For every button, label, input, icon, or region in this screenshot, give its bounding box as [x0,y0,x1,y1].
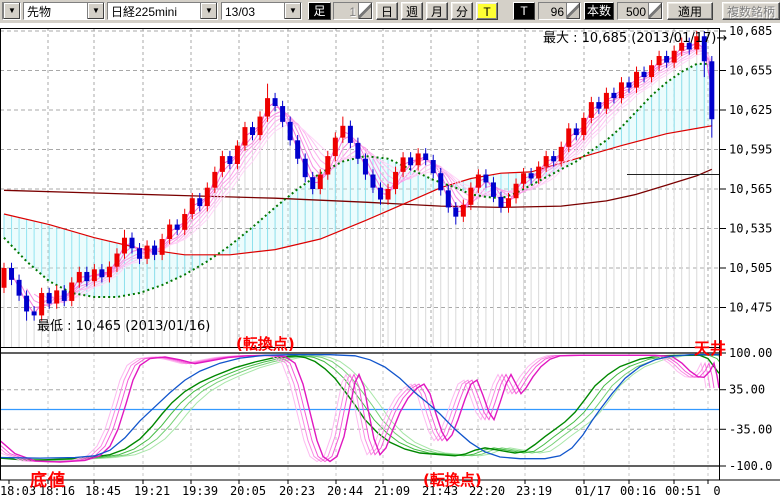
contract-value: 13/03 [225,5,256,19]
time-axis-label: 19:21 [134,484,170,498]
category-value: 先物 [27,5,52,19]
spinner-icon[interactable] [566,3,580,19]
high-annotation: 最大 : 10,685 (2013/01/17)→ [543,31,728,46]
interval-value: 1 [334,3,358,19]
time-axis-label: 23:19 [516,484,552,498]
spinner-icon[interactable] [648,3,662,19]
time-axis-label: 0 [713,484,720,498]
oscillator-axis-label: -100.0 [729,459,772,473]
oscillator-axis-label: 100.00 [729,346,772,360]
time-axis-label: 21:43 [422,484,458,498]
turning-point-bottom-label: (転換点) [423,471,482,489]
chevron-down-icon[interactable]: ▼ [200,3,217,19]
oscillator-axis-label: 35.00 [729,383,765,397]
green-dotted-ma [3,62,712,298]
price-axis-label: 10,595 [729,143,772,157]
turning-point-top-label: (転換点) [236,335,295,353]
time-axis-label: 18:03 [0,484,36,498]
axis-labels: 10,685 10,655 10,625 10,595 10,565 10,535 10,5… [0,24,772,498]
tick-count-stepper[interactable]: 96 [538,2,581,20]
price-axis-label: 10,685 [729,24,772,38]
symbol-select[interactable]: 日経225mini ▼ [107,2,218,20]
time-axis-label: 00:51 [665,484,701,498]
time-axis-label: 19:39 [182,484,218,498]
price-axis-label: 10,505 [729,261,772,275]
ceiling-label: 天井 [694,339,727,358]
time-axis-label: 20:05 [230,484,266,498]
contract-select[interactable]: 13/03 ▼ [221,2,302,20]
symbol-value: 日経225mini [111,5,178,19]
price-axis-label: 10,475 [729,301,772,315]
chevron-down-icon[interactable]: ▼ [87,3,104,19]
period-button-4[interactable]: T [476,2,498,20]
time-axis-label: 20:23 [279,484,315,498]
candlesticks [1,31,715,321]
time-axis-label: 18:45 [85,484,121,498]
bars-label: 本数 [584,2,614,20]
time-axis-label: 00:16 [620,484,656,498]
time-axis-label: 21:09 [374,484,410,498]
price-axis-label: 10,535 [729,222,772,236]
interval-stepper[interactable]: 1 [333,2,373,20]
time-axis-label: 20:44 [327,484,363,498]
plot-frame [0,28,780,481]
category-select[interactable]: 先物 ▼ [23,2,105,20]
period-button-0[interactable]: 日 [376,2,398,20]
tick-count-value: 96 [539,3,566,19]
oscillator-panel [1,354,719,463]
chevron-down-icon[interactable]: ▼ [284,3,301,19]
bars-value: 500 [618,3,648,19]
low-annotation: 最低 : 10,465 (2013/01/16) [37,319,211,334]
apply-button[interactable]: 適用 [667,2,713,20]
oscillator-axis-label: -35.00 [729,422,772,436]
price-axis-label: 10,625 [729,103,772,117]
spinner-icon[interactable] [358,3,372,19]
tick-count-label: T [513,2,535,20]
period-button-1[interactable]: 週 [401,2,423,20]
multi-symbol-button: 複数銘柄 [722,2,780,20]
chevron-down-icon[interactable]: ▼ [3,3,20,19]
mini-dropdown[interactable]: ▼ [2,2,21,20]
time-axis-label: 01/17 [575,484,611,498]
bottom-price-label: 底値 [30,471,66,491]
period-button-2[interactable]: 月 [426,2,448,20]
bars-stepper[interactable]: 500 [617,2,663,20]
price-axis-label: 10,655 [729,64,772,78]
time-axis-label: 22:20 [469,484,505,498]
time-axis-label: 18:16 [39,484,75,498]
price-axis-label: 10,565 [729,182,772,196]
bar-type-label: 足 [308,2,331,20]
period-button-3[interactable]: 分 [451,2,473,20]
